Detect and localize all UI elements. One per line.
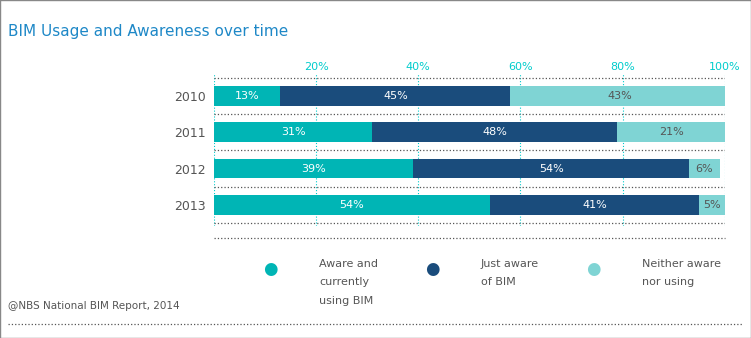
- Bar: [214, 159, 413, 178]
- Text: ●: ●: [586, 260, 601, 278]
- Bar: [214, 122, 372, 142]
- Text: nor using: nor using: [642, 277, 695, 287]
- Text: 54%: 54%: [538, 164, 563, 173]
- Text: BIM Usage and Awareness over time: BIM Usage and Awareness over time: [8, 24, 288, 39]
- Bar: [689, 159, 719, 178]
- Text: 45%: 45%: [383, 91, 408, 101]
- Text: @NBS National BIM Report, 2014: @NBS National BIM Report, 2014: [8, 301, 179, 311]
- Bar: [214, 195, 490, 215]
- Bar: [413, 159, 689, 178]
- Text: Neither aware: Neither aware: [642, 259, 721, 269]
- Bar: [214, 86, 280, 106]
- Bar: [280, 86, 510, 106]
- Text: of BIM: of BIM: [481, 277, 515, 287]
- Text: Just aware: Just aware: [481, 259, 538, 269]
- Bar: [372, 122, 617, 142]
- Text: Aware and: Aware and: [319, 259, 379, 269]
- Text: 39%: 39%: [301, 164, 326, 173]
- Text: 48%: 48%: [482, 127, 508, 137]
- Text: ●: ●: [424, 260, 439, 278]
- Text: 5%: 5%: [703, 200, 721, 210]
- Text: 41%: 41%: [582, 200, 607, 210]
- Text: ●: ●: [263, 260, 278, 278]
- Bar: [617, 122, 725, 142]
- Text: 21%: 21%: [659, 127, 683, 137]
- Bar: [490, 195, 699, 215]
- Text: 6%: 6%: [695, 164, 713, 173]
- Bar: [699, 195, 725, 215]
- Text: 13%: 13%: [235, 91, 260, 101]
- Bar: [510, 86, 730, 106]
- Text: 54%: 54%: [339, 200, 364, 210]
- Text: currently: currently: [319, 277, 369, 287]
- Text: using BIM: using BIM: [319, 296, 373, 306]
- Text: 43%: 43%: [608, 91, 632, 101]
- Text: 31%: 31%: [281, 127, 306, 137]
